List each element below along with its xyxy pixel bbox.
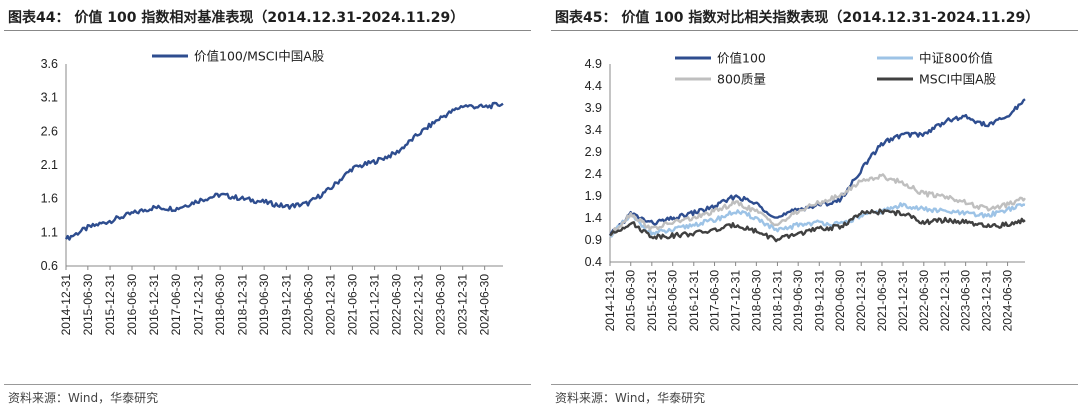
x-tick-label: 2023-06-30	[959, 270, 973, 332]
x-tick-label: 2014-12-31	[59, 274, 73, 336]
x-tick-label: 2020-06-30	[301, 274, 315, 336]
x-tick-label: 2015-06-30	[624, 270, 638, 332]
legend-label: 价值100/MSCI中国A股	[194, 49, 325, 64]
x-tick-label: 2019-06-30	[791, 270, 805, 332]
y-tick-label: 4.9	[585, 57, 602, 71]
legend-label: 价值100	[717, 51, 766, 66]
x-tick-label: 2016-06-30	[125, 274, 139, 336]
y-tick-label: 3.9	[585, 101, 602, 115]
legend-label: 中证800价值	[919, 51, 993, 66]
title-divider	[551, 30, 1078, 31]
series-line	[64, 101, 504, 241]
x-tick-label: 2016-12-31	[147, 274, 161, 336]
x-tick-label: 2021-12-31	[896, 270, 910, 332]
y-tick-label: 0.4	[585, 255, 602, 269]
x-tick-label: 2017-12-31	[729, 270, 743, 332]
y-tick-label: 0.9	[585, 233, 602, 247]
legend-label: MSCI中国A股	[919, 72, 997, 87]
x-tick-label: 2018-06-30	[749, 270, 763, 332]
legend-label: 800质量	[717, 72, 766, 87]
x-tick-label: 2024-06-30	[1001, 270, 1015, 332]
x-tick-label: 2022-06-30	[389, 274, 403, 336]
x-tick-label: 2022-12-31	[938, 270, 952, 332]
y-tick-label: 1.6	[41, 192, 58, 206]
y-tick-label: 3.6	[41, 57, 58, 71]
y-tick-label: 1.4	[585, 211, 602, 225]
chart-panel-left: 图表44： 价值 100 指数相对基准表现（2014.12.31-2024.11…	[0, 0, 535, 411]
x-tick-label: 2017-12-31	[191, 274, 205, 336]
y-tick-label: 3.1	[41, 91, 58, 105]
x-tick-label: 2020-06-30	[833, 270, 847, 332]
series-line	[609, 173, 1026, 237]
x-tick-label: 2023-06-30	[433, 274, 447, 336]
y-tick-label: 2.1	[41, 158, 58, 172]
x-tick-label: 2021-06-30	[345, 274, 359, 336]
line-chart-left: 0.6 1.1 1.6 2.1 2.6 3.1 3.6 2014-12-31 2015-06-3…	[41, 49, 504, 336]
x-tick-label: 2023-12-31	[456, 274, 470, 336]
x-tick-label: 2015-06-30	[81, 274, 95, 336]
x-tick-label: 2014-12-31	[603, 270, 617, 332]
y-tick-label: 0.6	[41, 259, 58, 273]
x-tick-label: 2019-06-30	[257, 274, 271, 336]
x-tick-label: 2022-06-30	[917, 270, 931, 332]
source-divider	[551, 384, 1078, 385]
y-tick-label: 2.6	[41, 124, 58, 138]
y-tick-label: 2.9	[585, 145, 602, 159]
x-tick-label: 2018-06-30	[213, 274, 227, 336]
x-tick-label: 2016-06-30	[666, 270, 680, 332]
chart-source: 资料来源：Wind，华泰研究	[8, 391, 159, 405]
series-line	[608, 98, 1026, 237]
x-tick-label: 2021-06-30	[875, 270, 889, 332]
x-tick-label: 2018-12-31	[770, 270, 784, 332]
y-tick-label: 2.4	[585, 167, 602, 181]
line-chart-right: 0.4 0.9 1.4 1.9 2.4 2.9 3.4 3.9 4.4 4.9 2014-12-31…	[585, 51, 1026, 332]
x-tick-label: 2015-12-31	[645, 270, 659, 332]
source-divider	[4, 384, 531, 385]
x-tick-label: 2024-06-30	[478, 274, 492, 336]
chart-source: 资料来源：Wind，华泰研究	[555, 391, 706, 405]
y-tick-label: 1.1	[41, 225, 58, 239]
chart-title: 图表44： 价值 100 指数相对基准表现（2014.12.31-2024.11…	[8, 10, 465, 26]
x-tick-label: 2015-12-31	[103, 274, 117, 336]
x-tick-label: 2021-12-31	[368, 274, 382, 336]
x-tick-label: 2018-12-31	[235, 274, 249, 336]
x-tick-label: 2019-12-31	[279, 274, 293, 336]
x-tick-label: 2017-06-30	[169, 274, 183, 336]
x-tick-label: 2019-12-31	[812, 270, 826, 332]
x-tick-label: 2020-12-31	[324, 274, 338, 336]
title-divider	[4, 30, 531, 31]
chart-panel-right: 图表45： 价值 100 指数对比相关指数表现（2014.12.31-2024.…	[547, 0, 1080, 411]
x-tick-label: 2022-12-31	[412, 274, 426, 336]
y-tick-label: 1.9	[585, 189, 602, 203]
chart-title: 图表45： 价值 100 指数对比相关指数表现（2014.12.31-2024.…	[555, 10, 1040, 26]
x-tick-label: 2023-12-31	[980, 270, 994, 332]
x-tick-label: 2017-06-30	[708, 270, 722, 332]
x-tick-label: 2020-12-31	[854, 270, 868, 332]
x-tick-label: 2016-12-31	[687, 270, 701, 332]
series-line	[609, 208, 1026, 243]
y-tick-label: 3.4	[585, 123, 602, 137]
y-tick-label: 4.4	[585, 79, 602, 93]
series-line	[609, 202, 1026, 238]
